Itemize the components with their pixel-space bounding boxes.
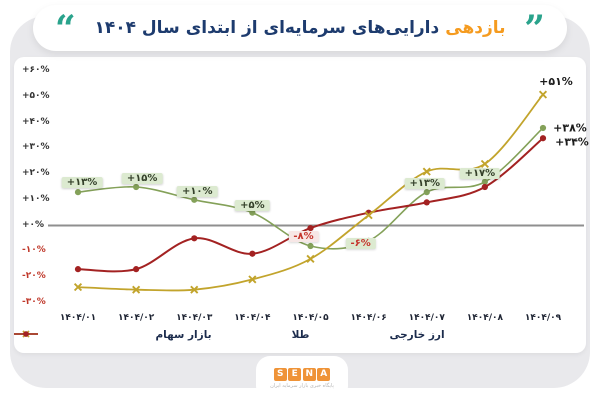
chart-title: بازدهی دارایی‌های سرمایه‌ای از ابتدای سا… xyxy=(33,5,567,51)
title-highlight: بازدهی xyxy=(445,18,506,38)
data-label: +۱۰% xyxy=(176,185,218,197)
open-quote-icon: “ xyxy=(55,8,76,50)
fx-point-5 xyxy=(307,224,314,232)
fx-point-2 xyxy=(133,266,140,273)
x-tick: ۱۴۰۴/۰۳ xyxy=(176,313,213,323)
gold-point-9 xyxy=(538,90,548,99)
data-label: +۳۴% xyxy=(555,135,589,149)
legend-item-fx: ارز خارجی xyxy=(14,329,445,341)
sena-logo-letter: N xyxy=(302,367,316,381)
close-quote-icon: ” xyxy=(524,8,545,50)
y-tick: -۱۰% xyxy=(22,245,46,256)
stocks-point-4 xyxy=(249,209,256,216)
gold-point-5 xyxy=(306,254,315,263)
x-tick: ۱۴۰۴/۰۴ xyxy=(234,313,271,323)
y-tick: -۲۰% xyxy=(22,270,46,281)
fx-point-4 xyxy=(249,250,256,257)
gold-point-4 xyxy=(248,275,257,284)
data-label: +۳۸% xyxy=(553,121,587,135)
fx-point-9 xyxy=(539,135,547,142)
x-tick: ۱۴۰۴/۰۱ xyxy=(59,313,97,323)
legend-label: ارز خارجی xyxy=(389,329,445,341)
x-tick: ۱۴۰۴/۰۸ xyxy=(466,313,503,323)
chart-svg xyxy=(48,90,584,294)
header-bar: “ بازدهی دارایی‌های سرمایه‌ای از ابتدای … xyxy=(33,5,567,51)
data-label: +۱۷% xyxy=(459,167,501,179)
gold-point-2 xyxy=(132,285,141,294)
gold-point-1 xyxy=(73,283,83,292)
sena-logo-letter: S xyxy=(273,367,287,381)
chart-area: +۶۰% +۵۰% +۴۰% +۳۰% +۲۰% +۱۰% +۰% -۱۰% -۲۰% -۳۰% … xyxy=(14,57,589,353)
fx-line xyxy=(77,137,544,273)
y-tick: +۳۰% xyxy=(22,142,50,153)
gold-point-6 xyxy=(364,211,373,220)
legend-item-gold: طلا xyxy=(14,329,310,341)
data-label: +۱۵% xyxy=(121,172,163,184)
stocks-point-5 xyxy=(307,242,314,250)
gold-point-7 xyxy=(422,167,431,176)
stocks-point-9 xyxy=(539,124,547,132)
fx-point-7 xyxy=(423,199,430,206)
legend-item-stocks: بازار سهام xyxy=(14,329,212,341)
data-label: +۵% xyxy=(235,199,270,211)
x-tick: ۱۴۰۴/۰۹ xyxy=(524,313,562,323)
fx-point-1 xyxy=(74,266,82,273)
x-tick: ۱۴۰۴/۰۵ xyxy=(292,313,329,323)
data-label: +۱۳% xyxy=(404,178,446,190)
data-label: +۵۱% xyxy=(539,74,573,88)
stocks-point-2 xyxy=(133,183,140,191)
data-label: -۸% xyxy=(288,231,319,243)
y-tick: -۳۰% xyxy=(22,296,46,307)
sena-tagline: پایگاه خبری بازار سرمایه ایران xyxy=(270,382,334,389)
stocks-point-7 xyxy=(423,189,430,196)
y-tick: +۲۰% xyxy=(22,168,50,179)
data-label: -۶% xyxy=(345,237,376,249)
legend: بازار سهام طلا ارز خارجی xyxy=(14,329,586,341)
x-tick: ۱۴۰۴/۰۷ xyxy=(408,313,445,323)
stocks-point-1 xyxy=(74,189,82,196)
sena-logo-letter: A xyxy=(317,367,331,381)
fx-point-3 xyxy=(191,235,198,242)
fx-legend-marker-icon xyxy=(14,331,38,337)
gold-line xyxy=(77,94,544,292)
data-label: +۱۳% xyxy=(61,177,103,189)
y-tick: +۴۰% xyxy=(22,116,50,127)
y-tick: +۶۰% xyxy=(22,65,50,76)
x-tick: ۱۴۰۴/۰۲ xyxy=(118,313,155,323)
fx-point-8 xyxy=(481,183,488,191)
sena-logo-letter: E xyxy=(288,367,302,381)
legend-label: بازار سهام xyxy=(155,329,212,341)
y-tick: +۰% xyxy=(22,219,45,230)
gold-point-8 xyxy=(480,159,489,168)
stocks-point-8 xyxy=(481,178,488,185)
x-tick: ۱۴۰۴/۰۶ xyxy=(350,313,387,323)
gold-point-3 xyxy=(190,285,199,294)
stocks-point-3 xyxy=(191,196,198,203)
legend-label: طلا xyxy=(291,329,310,341)
y-tick: +۱۰% xyxy=(22,193,50,204)
y-tick: +۵۰% xyxy=(22,91,50,102)
title-rest: دارایی‌های سرمایه‌ای از ابتدای سال ۱۴۰۴ xyxy=(94,18,440,38)
